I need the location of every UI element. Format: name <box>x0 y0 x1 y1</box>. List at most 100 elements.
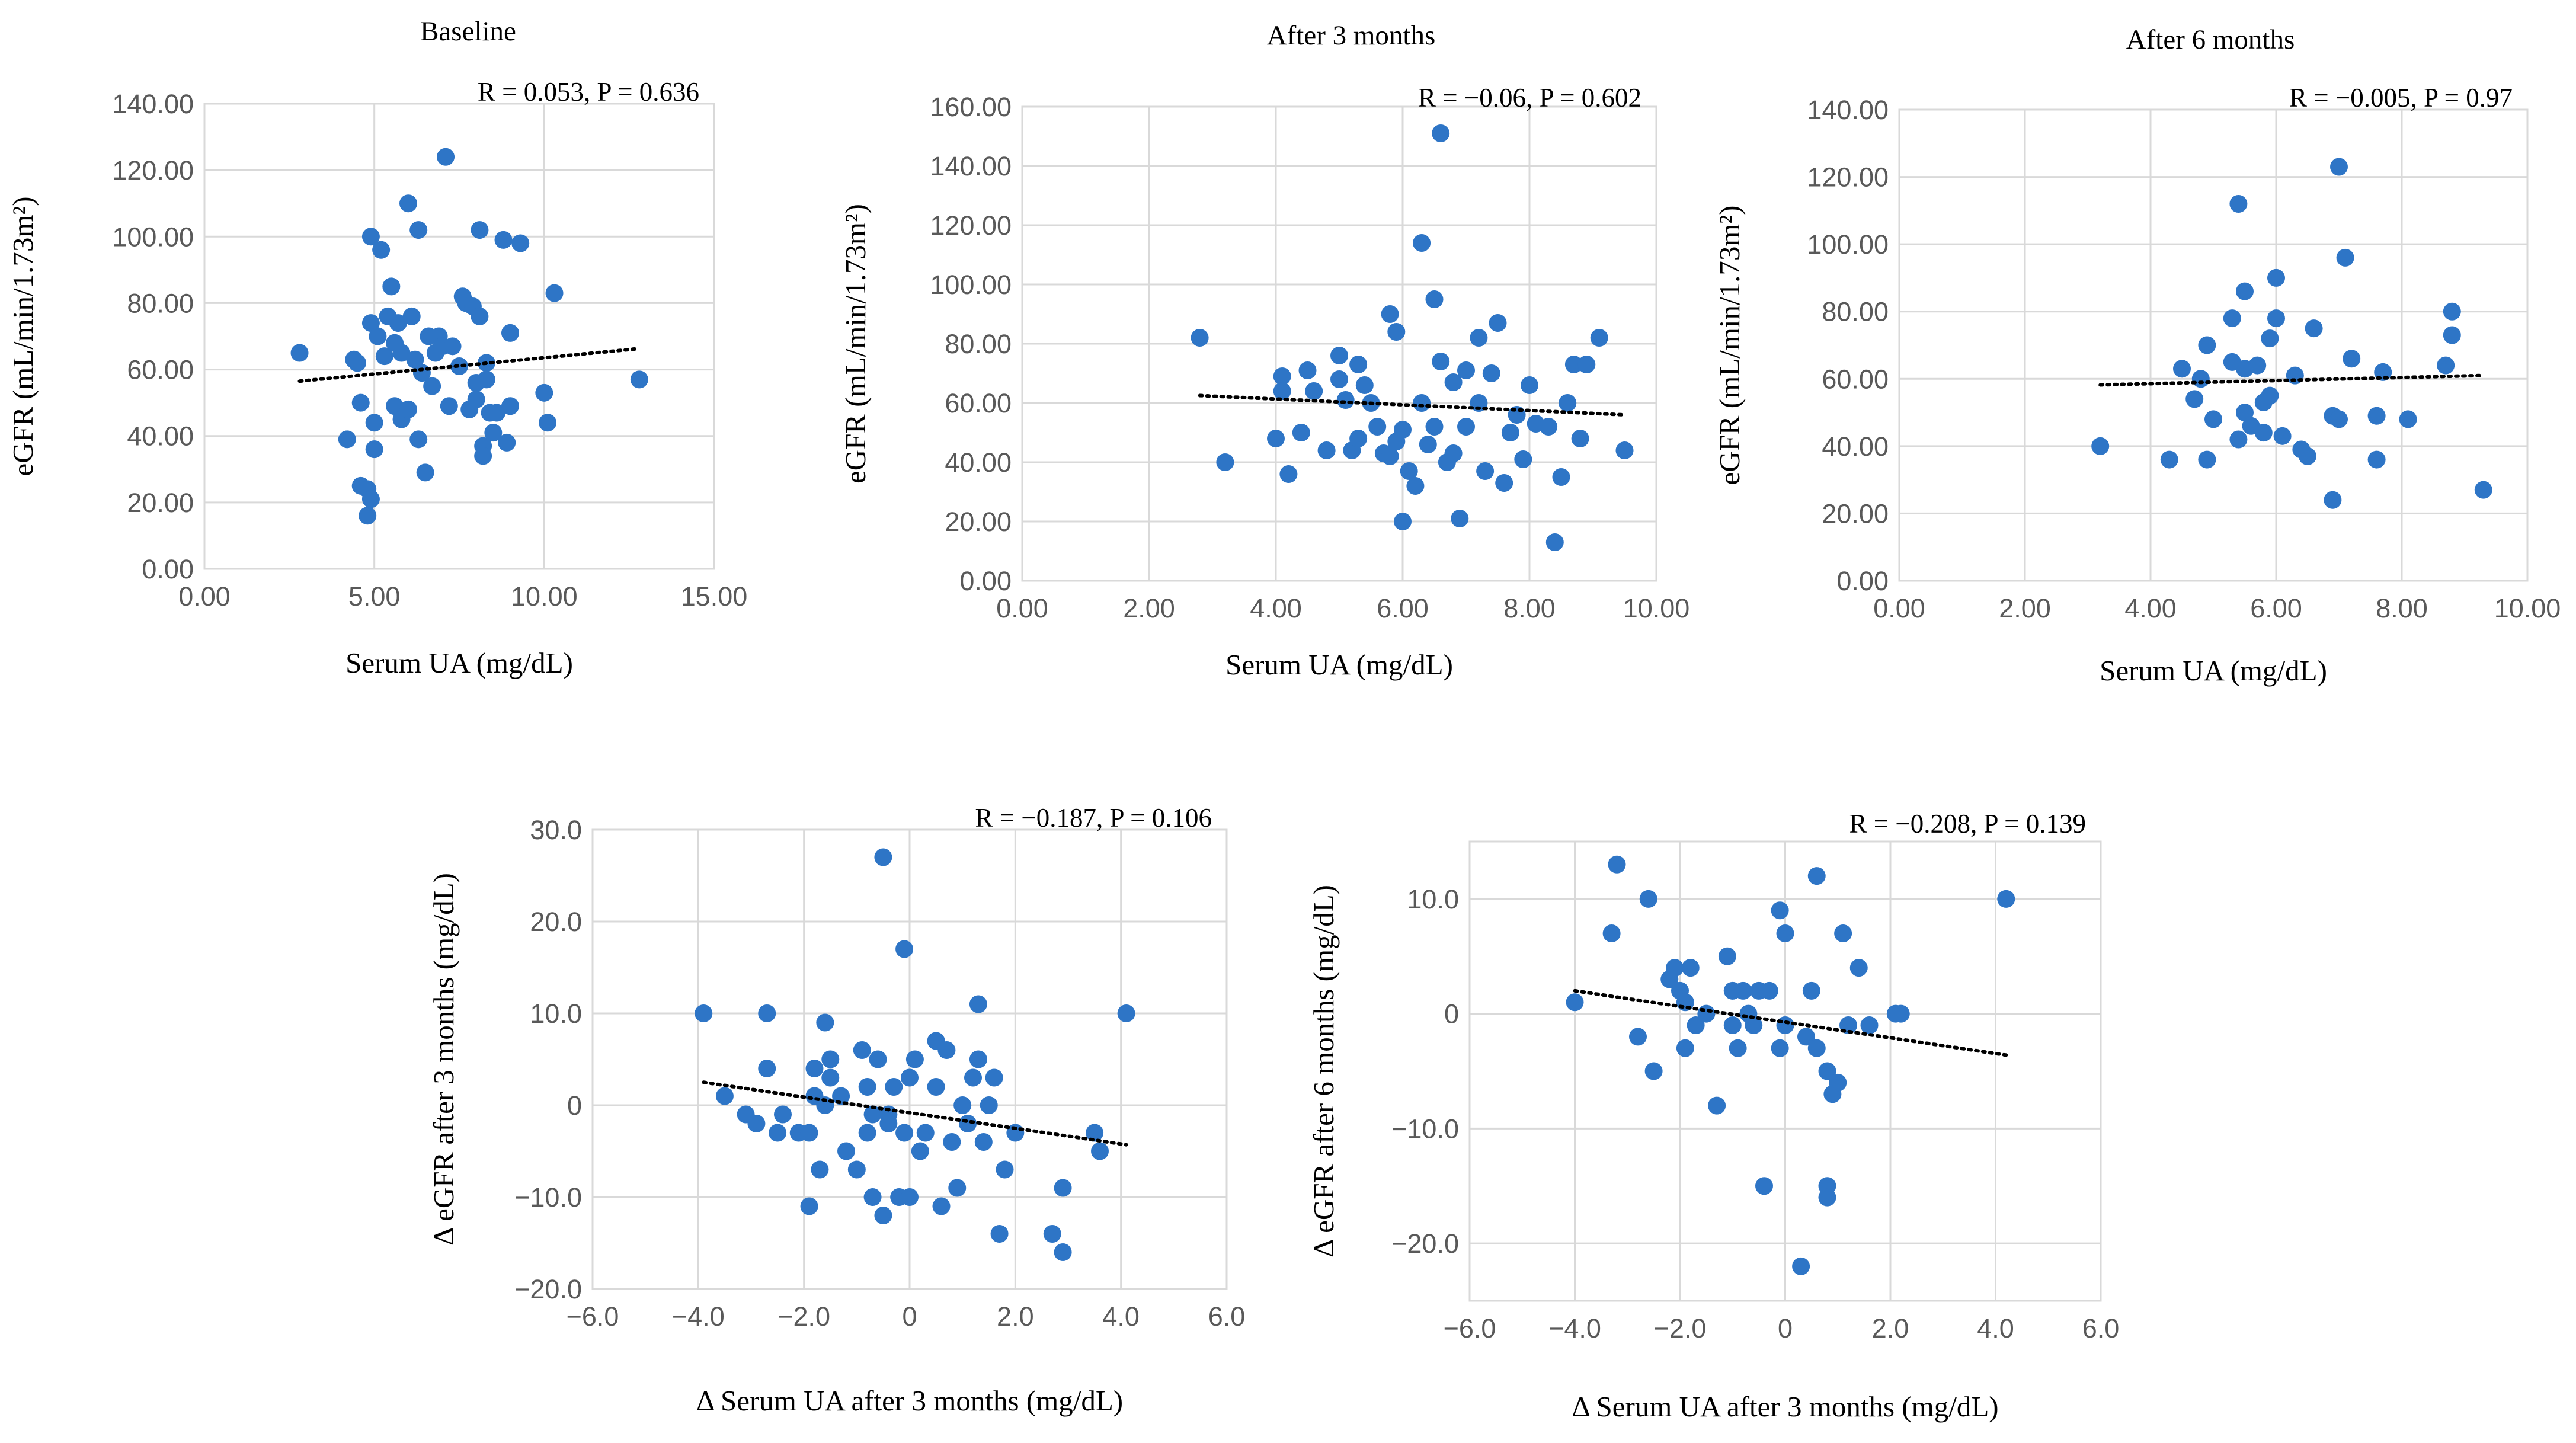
x-tick-label: 6.00 <box>2250 593 2302 623</box>
y-tick-label: 0.00 <box>959 566 1012 596</box>
data-point <box>392 344 411 362</box>
x-tick-label: 8.00 <box>1503 593 1556 623</box>
plot-area <box>203 103 715 570</box>
x-tick-label: 10.00 <box>1623 593 1690 623</box>
data-point <box>1792 1257 1810 1275</box>
data-point <box>1394 421 1412 439</box>
x-axis-label: Serum UA (mg/dL) <box>1225 648 1453 681</box>
data-point <box>969 1050 987 1068</box>
data-point <box>1540 418 1558 436</box>
data-point <box>1564 356 1583 373</box>
data-point <box>1521 376 1538 394</box>
data-point <box>2299 447 2316 465</box>
data-point <box>1629 1028 1647 1046</box>
data-point <box>1687 1016 1705 1034</box>
y-tick-label: 80.00 <box>945 329 1012 359</box>
data-point <box>2191 370 2210 388</box>
data-point <box>1406 477 1425 495</box>
data-point <box>1349 356 1368 373</box>
data-point <box>423 377 441 395</box>
y-tick-label: 140.00 <box>930 151 1012 181</box>
y-tick-label: 100.00 <box>112 222 194 252</box>
y-tick-label: 40.00 <box>1822 431 1889 462</box>
data-point <box>2248 356 2267 375</box>
data-point <box>477 370 495 389</box>
data-point <box>1615 441 1634 459</box>
data-point <box>943 1133 961 1151</box>
data-point <box>539 414 557 432</box>
data-point <box>409 430 428 449</box>
data-point <box>1330 370 1348 388</box>
data-point <box>1697 1004 1716 1023</box>
y-tick-label: 80.00 <box>127 288 194 318</box>
data-point <box>511 234 530 252</box>
data-point <box>409 221 428 239</box>
data-point <box>837 1142 855 1160</box>
data-point <box>927 1078 945 1096</box>
data-point <box>399 400 417 418</box>
data-point <box>2173 360 2191 378</box>
chart-title: After 6 months <box>2126 24 2295 55</box>
y-tick-label: 10.0 <box>530 999 582 1029</box>
data-point <box>821 1050 840 1068</box>
data-point <box>1267 430 1285 447</box>
data-point <box>1432 124 1450 142</box>
chart-title: Baseline <box>420 16 516 47</box>
data-point <box>630 370 648 389</box>
data-point <box>853 1041 871 1059</box>
data-point <box>1577 356 1596 373</box>
y-tick-label: 60.00 <box>1822 364 1889 394</box>
chart-panel-4: −20.0 −10.0 0 10.0 20.0 30.0 −6.0 −4.0 −2.0 0 2.0 4… <box>427 803 1245 1417</box>
x-tick-label: −2.0 <box>1654 1313 1707 1343</box>
data-point <box>1545 533 1564 551</box>
data-point <box>2474 481 2492 499</box>
data-point <box>863 1188 882 1206</box>
data-point <box>1723 1016 1742 1034</box>
data-point <box>1734 981 1752 1000</box>
x-tick-label: −6.0 <box>1444 1313 1496 1343</box>
data-point <box>361 490 380 508</box>
data-point <box>501 324 519 342</box>
data-point <box>805 1060 824 1077</box>
y-tick-label: 120.00 <box>1807 162 1889 193</box>
trendline <box>1198 393 1627 417</box>
data-point <box>858 1124 876 1142</box>
data-point <box>386 397 404 415</box>
data-point <box>1508 406 1526 424</box>
x-tick-label: 6.0 <box>2082 1313 2120 1343</box>
data-point <box>1330 347 1348 364</box>
trendline <box>1573 988 2008 1057</box>
y-axis-label: eGFR (mL/min/1.73m²) <box>839 204 872 484</box>
data-point <box>2229 430 2248 449</box>
data-point <box>348 354 366 372</box>
data-point <box>758 1060 776 1077</box>
correlation-stat: R = −0.005, P = 0.97 <box>2289 83 2513 113</box>
data-point <box>932 1197 951 1215</box>
data-point <box>937 1041 956 1059</box>
data-point <box>440 397 458 415</box>
data-point <box>471 307 489 325</box>
data-point <box>1355 376 1374 394</box>
y-tick-label: −20.0 <box>514 1274 582 1304</box>
y-tick-label: 100.00 <box>1807 229 1889 260</box>
data-point <box>1571 430 1589 447</box>
data-point <box>2261 329 2279 348</box>
y-tick-label: 10.0 <box>1407 884 1459 914</box>
data-point <box>1381 447 1399 465</box>
data-point <box>905 1050 924 1068</box>
plot-area <box>1468 840 2102 1302</box>
data-point <box>1400 462 1418 480</box>
correlation-stat: R = −0.06, P = 0.602 <box>1418 83 1641 113</box>
chart-panel-2: 0.00 20.00 40.00 60.00 80.00 100.00 120.00 140.… <box>839 20 1689 681</box>
data-point <box>800 1197 818 1215</box>
data-point <box>847 1160 866 1179</box>
data-point <box>1489 314 1507 332</box>
data-point <box>1807 867 1826 885</box>
x-tick-label: 6.0 <box>1208 1301 1246 1332</box>
data-point <box>1216 453 1234 471</box>
data-point <box>1501 424 1519 441</box>
data-point <box>389 314 407 332</box>
data-point <box>1552 468 1570 486</box>
data-point <box>2223 309 2241 328</box>
data-point <box>2324 491 2342 509</box>
